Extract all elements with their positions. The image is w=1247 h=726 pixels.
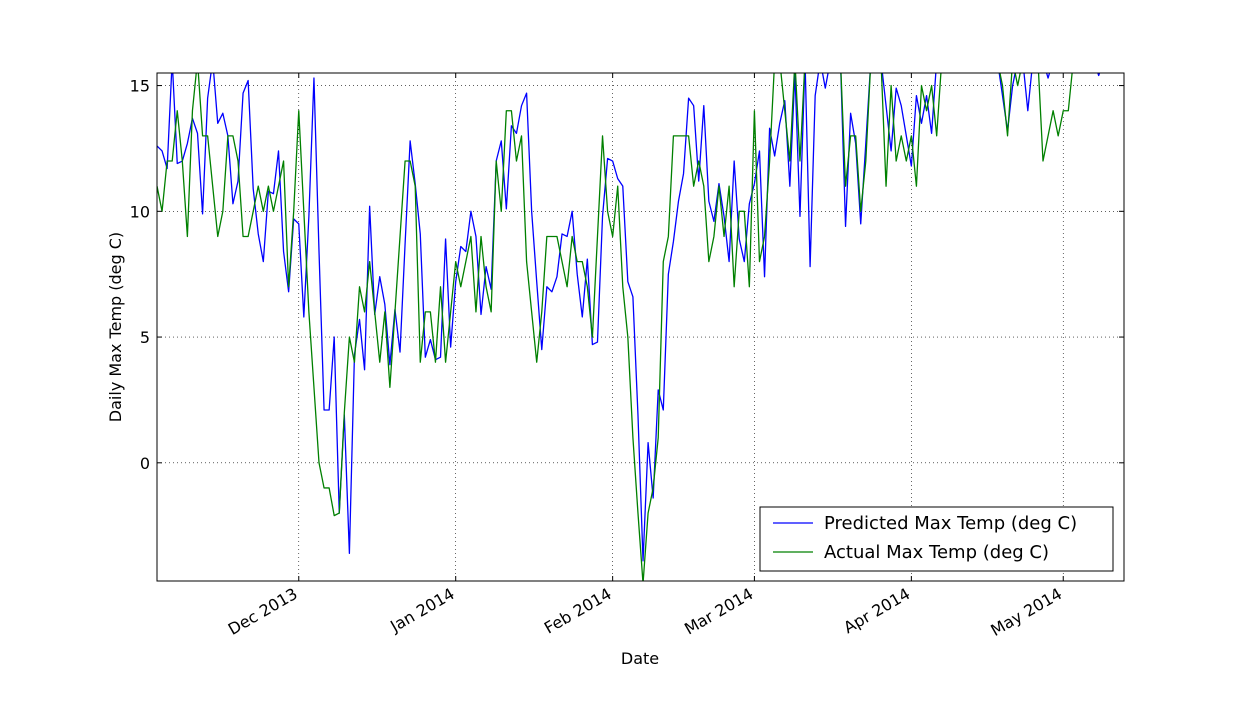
- y-tick-label: 5: [140, 328, 150, 347]
- legend-label-predicted: Predicted Max Temp (deg C): [824, 513, 1077, 534]
- series-layer: [157, 73, 1101, 581]
- series-line-actual: [157, 73, 1073, 581]
- y-tick-label: 15: [130, 77, 150, 96]
- y-axis-label: Daily Max Temp (deg C): [106, 232, 125, 422]
- legend: Predicted Max Temp (deg C) Actual Max Te…: [759, 506, 1114, 572]
- x-tick-label: Dec 2013: [225, 584, 301, 639]
- x-tick-label: Feb 2014: [541, 584, 615, 638]
- x-tick-label: Jan 2014: [386, 584, 457, 636]
- legend-label-actual: Actual Max Temp (deg C): [824, 542, 1049, 563]
- x-tick-label: May 2014: [987, 584, 1065, 640]
- plot-frame: [156, 72, 1125, 582]
- x-tick-label: Mar 2014: [681, 584, 756, 638]
- y-tick-label: 0: [140, 454, 150, 473]
- legend-box: [759, 506, 1114, 572]
- series-line-predicted: [157, 73, 1101, 562]
- x-tick-label: Apr 2014: [840, 584, 913, 637]
- y-tick-label: 10: [130, 202, 150, 221]
- x-axis-label: Date: [621, 649, 659, 668]
